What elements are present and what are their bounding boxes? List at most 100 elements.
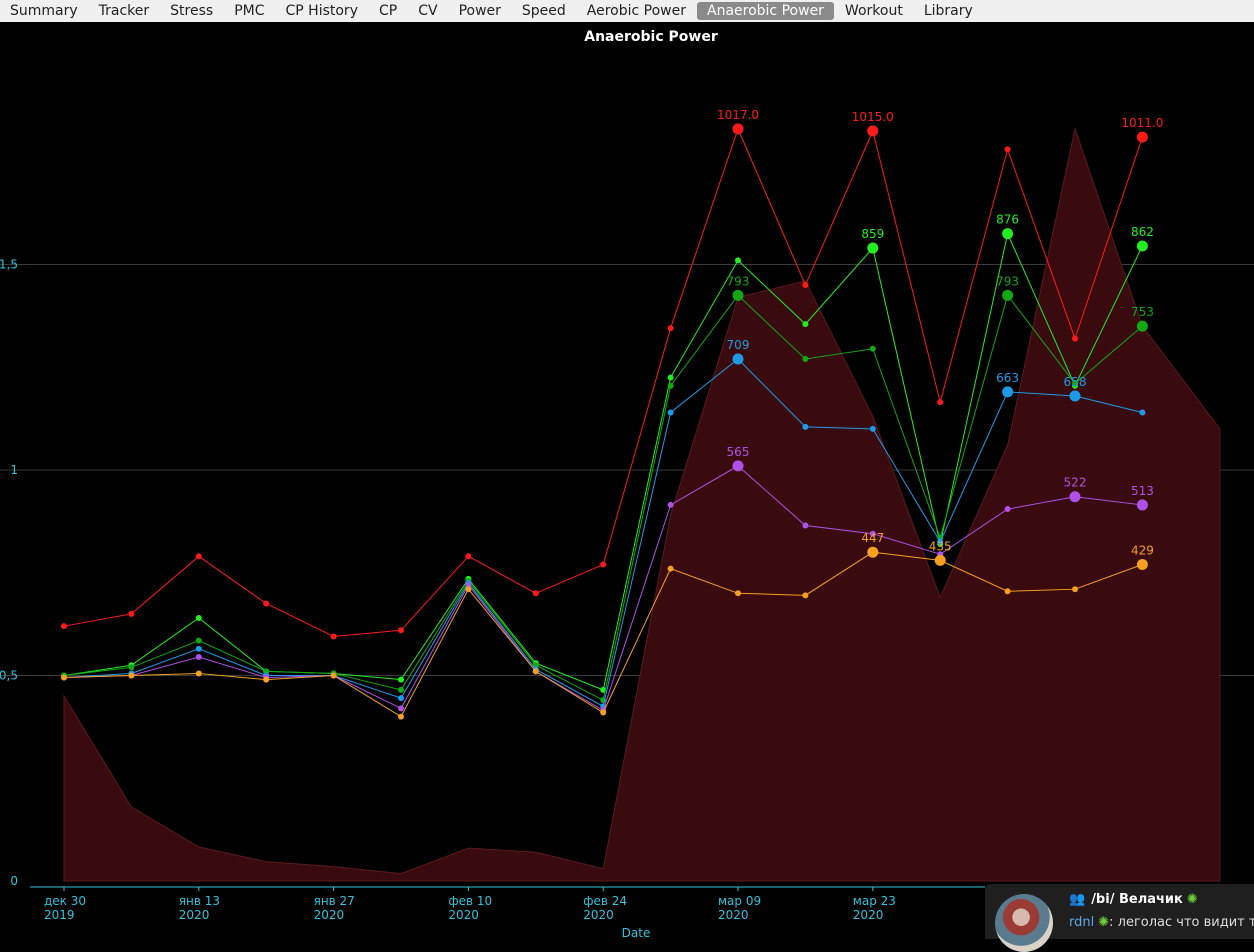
data-point <box>802 423 809 430</box>
tab-cp-history[interactable]: CP History <box>285 3 358 19</box>
data-point <box>802 592 809 599</box>
data-point <box>937 538 944 545</box>
x-tick-year: 2020 <box>718 908 749 922</box>
data-point <box>532 668 539 675</box>
avatar <box>995 894 1053 952</box>
data-label: 876 <box>996 213 1019 227</box>
tab-stress[interactable]: Stress <box>170 3 214 19</box>
data-point <box>330 633 337 640</box>
data-point <box>1002 386 1014 398</box>
data-point <box>667 409 674 416</box>
tab-bar: Summary Tracker Stress PMC CP History CP CV Pow… <box>0 0 1254 22</box>
tab-summary[interactable]: Summary <box>10 3 78 19</box>
data-point <box>1002 289 1014 301</box>
data-point <box>1136 559 1148 571</box>
x-tick-label: янв 13 <box>179 894 220 908</box>
tab-workout[interactable]: Workout <box>844 3 903 19</box>
tab-cv[interactable]: CV <box>418 3 438 19</box>
x-tick-label: дек 30 <box>44 894 86 908</box>
tab-cp[interactable]: CP <box>378 3 398 19</box>
data-point <box>735 257 741 264</box>
tab-power[interactable]: Power <box>458 3 501 19</box>
data-point <box>61 623 67 630</box>
data-point <box>1002 228 1014 240</box>
tab-library[interactable]: Library <box>923 3 973 19</box>
data-point <box>735 590 741 597</box>
data-point <box>195 614 202 621</box>
group-name-text: /bi/ Велачик <box>1091 892 1183 907</box>
data-label: 859 <box>861 227 884 241</box>
area-layer <box>63 126 1221 882</box>
data-point <box>398 695 404 702</box>
data-point <box>263 600 270 607</box>
data-point <box>398 627 404 634</box>
data-point <box>667 325 674 332</box>
data-label: 435 <box>929 539 952 553</box>
data-point <box>869 345 876 352</box>
data-point <box>1136 131 1148 143</box>
data-point <box>195 553 202 560</box>
x-tick-year: 2020 <box>314 908 345 922</box>
data-point <box>732 123 744 135</box>
data-point <box>667 382 674 389</box>
data-label: 663 <box>996 371 1019 385</box>
virus-emoji-icon: ✺ <box>1098 915 1110 930</box>
x-tick-year: 2020 <box>179 908 210 922</box>
tab-speed[interactable]: Speed <box>521 3 566 19</box>
x-axis-label: Date <box>622 926 651 939</box>
tab-anaerobic-power[interactable]: Anaerobic Power <box>697 2 834 20</box>
data-point <box>465 586 472 593</box>
data-point <box>867 125 879 137</box>
data-label: 793 <box>727 274 750 288</box>
area-fill <box>63 126 1221 882</box>
data-point <box>732 460 744 472</box>
chat-notification[interactable]: 👥/bi/ Велачик ✺ rdnl ✺: леголас что видит … <box>985 884 1254 952</box>
data-point <box>667 374 674 381</box>
data-label: 753 <box>1131 305 1154 319</box>
x-tick-label: фев 10 <box>448 894 492 908</box>
message-text: : леголас что видит твоей <box>1109 915 1254 930</box>
data-point <box>1069 390 1081 402</box>
data-point <box>398 713 404 720</box>
data-point <box>1136 320 1148 332</box>
data-point <box>195 645 202 652</box>
x-tick-label: мар 09 <box>718 894 761 908</box>
data-label: 1011.0 <box>1121 116 1163 130</box>
data-point <box>398 676 404 683</box>
data-point <box>1136 240 1148 252</box>
data-point <box>263 668 270 675</box>
y-tick-label: 1,5 <box>0 258 18 272</box>
data-point <box>802 321 809 328</box>
data-point <box>532 590 539 597</box>
data-label: 793 <box>996 274 1019 288</box>
data-label: 658 <box>1064 375 1087 389</box>
data-point <box>1139 409 1146 416</box>
data-point <box>802 356 809 363</box>
data-point <box>1069 491 1081 503</box>
data-point <box>128 672 135 679</box>
data-point <box>195 637 202 644</box>
data-label: 862 <box>1131 225 1154 239</box>
data-point <box>867 546 879 558</box>
x-tick-label: янв 27 <box>314 894 355 908</box>
data-label: 429 <box>1131 544 1154 558</box>
data-point <box>1072 586 1078 593</box>
data-point <box>398 705 404 712</box>
data-label: 709 <box>727 338 750 352</box>
message-sender: rdnl <box>1069 915 1095 930</box>
data-point <box>937 399 944 406</box>
data-point <box>465 582 472 589</box>
data-point <box>330 672 337 679</box>
data-point <box>869 425 876 432</box>
y-tick-label: 1 <box>10 463 18 477</box>
tab-tracker[interactable]: Tracker <box>98 3 150 19</box>
data-label: 447 <box>861 531 884 545</box>
tab-pmc[interactable]: PMC <box>234 3 265 19</box>
anaerobic-power-chart: 1017.0 1015.0 1011.0 859 876 862 793 793 753 709 6… <box>0 29 1254 939</box>
data-point <box>867 242 879 254</box>
y-tick-label: 0 <box>10 874 18 888</box>
tab-aerobic-power[interactable]: Aerobic Power <box>586 3 686 19</box>
chart-title: Anaerobic Power <box>584 29 718 45</box>
data-label: 1015.0 <box>852 110 894 124</box>
